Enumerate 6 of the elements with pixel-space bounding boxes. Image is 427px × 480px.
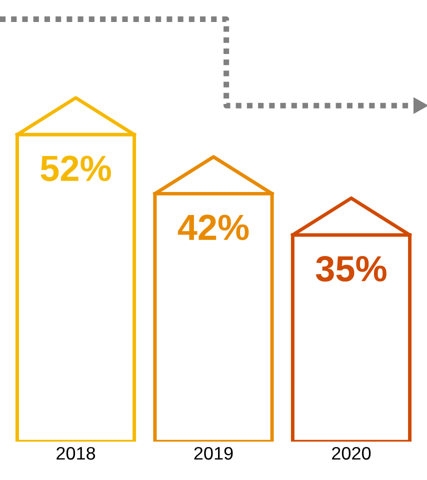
- x-tick-label: 2018: [56, 446, 96, 460]
- data-label: 42%: [178, 214, 249, 240]
- x-tick-label: 2020: [332, 446, 371, 460]
- data-label: 35%: [316, 256, 386, 282]
- x-tick-label: 2019: [194, 446, 233, 460]
- data-label: 52%: [40, 156, 111, 182]
